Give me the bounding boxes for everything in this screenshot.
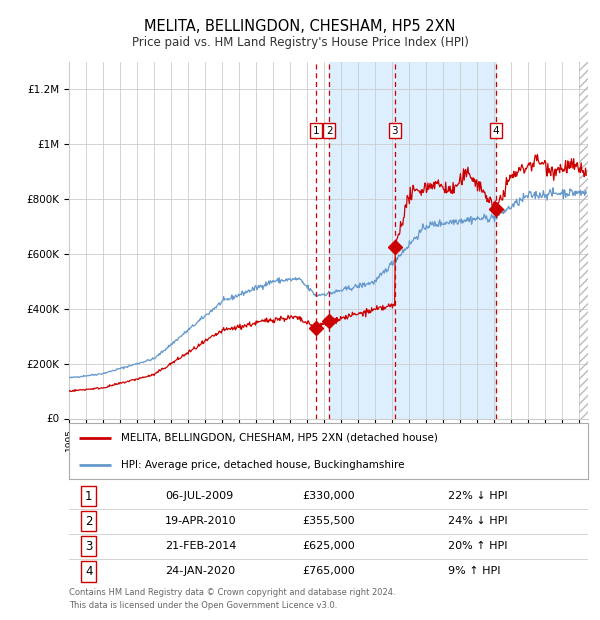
Text: MELITA, BELLINGDON, CHESHAM, HP5 2XN (detached house): MELITA, BELLINGDON, CHESHAM, HP5 2XN (de… <box>121 433 438 443</box>
Bar <box>580 62 588 419</box>
Text: 19-APR-2010: 19-APR-2010 <box>165 516 236 526</box>
Text: £330,000: £330,000 <box>302 491 355 501</box>
Text: £355,500: £355,500 <box>302 516 355 526</box>
Text: £625,000: £625,000 <box>302 541 355 551</box>
Text: 3: 3 <box>85 540 92 553</box>
Text: 3: 3 <box>391 126 398 136</box>
Text: 06-JUL-2009: 06-JUL-2009 <box>165 491 233 501</box>
Text: HPI: Average price, detached house, Buckinghamshire: HPI: Average price, detached house, Buck… <box>121 459 404 470</box>
Text: 24-JAN-2020: 24-JAN-2020 <box>165 567 235 577</box>
Text: 1: 1 <box>85 490 92 503</box>
Text: MELITA, BELLINGDON, CHESHAM, HP5 2XN: MELITA, BELLINGDON, CHESHAM, HP5 2XN <box>144 19 456 33</box>
Text: 2: 2 <box>85 515 92 528</box>
Text: 22% ↓ HPI: 22% ↓ HPI <box>448 491 508 501</box>
Text: This data is licensed under the Open Government Licence v3.0.: This data is licensed under the Open Gov… <box>69 601 337 611</box>
Text: £765,000: £765,000 <box>302 567 355 577</box>
Text: 2: 2 <box>326 126 332 136</box>
Bar <box>329 62 496 419</box>
Text: 9% ↑ HPI: 9% ↑ HPI <box>448 567 500 577</box>
Text: Contains HM Land Registry data © Crown copyright and database right 2024.: Contains HM Land Registry data © Crown c… <box>69 588 395 597</box>
Text: 4: 4 <box>492 126 499 136</box>
Text: 24% ↓ HPI: 24% ↓ HPI <box>448 516 508 526</box>
Text: Price paid vs. HM Land Registry's House Price Index (HPI): Price paid vs. HM Land Registry's House … <box>131 36 469 49</box>
Text: 21-FEB-2014: 21-FEB-2014 <box>165 541 236 551</box>
Text: 20% ↑ HPI: 20% ↑ HPI <box>448 541 508 551</box>
Text: 4: 4 <box>85 565 92 578</box>
Text: 1: 1 <box>313 126 319 136</box>
Bar <box>580 62 588 419</box>
